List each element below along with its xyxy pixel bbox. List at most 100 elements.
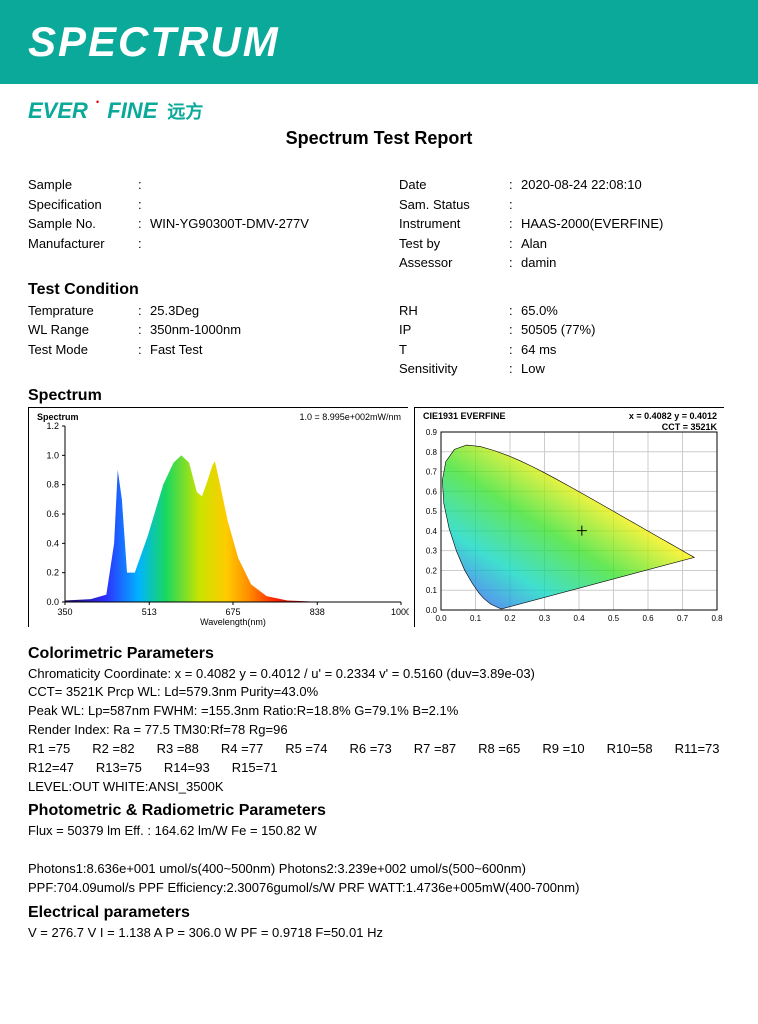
meta-label: RH bbox=[399, 301, 509, 321]
svg-text:1.2: 1.2 bbox=[46, 421, 59, 431]
meta-row: Date:2020-08-24 22:08:10 bbox=[399, 175, 730, 195]
meta-label: Instrument bbox=[399, 214, 509, 234]
meta-colon: : bbox=[509, 253, 521, 273]
meta-value: Fast Test bbox=[150, 340, 359, 360]
r-value: R12=47 bbox=[28, 759, 74, 778]
svg-text:0.6: 0.6 bbox=[46, 509, 59, 519]
report-title: Spectrum Test Report bbox=[28, 128, 730, 149]
meta-row: WL Range:350nm-1000nm bbox=[28, 320, 359, 340]
meta-row: Manufacturer: bbox=[28, 234, 359, 254]
svg-text:Wavelength(nm): Wavelength(nm) bbox=[200, 617, 266, 627]
svg-text:0.1: 0.1 bbox=[426, 586, 438, 595]
svg-text:0.6: 0.6 bbox=[426, 487, 438, 496]
svg-text:0.3: 0.3 bbox=[426, 546, 438, 555]
meta-value: 350nm-1000nm bbox=[150, 320, 359, 340]
meta-colon: : bbox=[138, 340, 150, 360]
meta-row: Test by:Alan bbox=[399, 234, 730, 254]
meta-label: Test Mode bbox=[28, 340, 138, 360]
meta-value bbox=[521, 195, 730, 215]
banner: SPECTRUM bbox=[0, 0, 758, 84]
logo-ever: EVER bbox=[28, 98, 88, 124]
spectrum-chart: 0.00.20.40.60.81.01.23505136758381000Wav… bbox=[28, 407, 408, 627]
svg-text:0.5: 0.5 bbox=[426, 507, 438, 516]
meta-value: WIN-YG90300T-DMV-277V bbox=[150, 214, 359, 234]
colorimetric-lines: Chromaticity Coordinate: x = 0.4082 y = … bbox=[28, 665, 730, 740]
r-value: R6 =73 bbox=[349, 740, 391, 759]
svg-text:0.2: 0.2 bbox=[504, 614, 516, 623]
meta-row: Sample: bbox=[28, 175, 359, 195]
svg-text:Spectrum: Spectrum bbox=[37, 412, 79, 422]
meta-value: Low bbox=[521, 359, 730, 379]
text-line: Render Index: Ra = 77.5 TM30:Rf=78 Rg=96 bbox=[28, 721, 730, 740]
svg-text:0.0: 0.0 bbox=[426, 606, 438, 615]
meta-label: T bbox=[399, 340, 509, 360]
r-value: R10=58 bbox=[607, 740, 653, 759]
text-line: Flux = 50379 lm Eff. : 164.62 lm/W Fe = … bbox=[28, 822, 730, 841]
r-value: R4 =77 bbox=[221, 740, 263, 759]
tc-right-col: RH:65.0%IP:50505 (77%)T:64 msSensitivity… bbox=[399, 301, 730, 379]
svg-text:0.8: 0.8 bbox=[46, 479, 59, 489]
svg-text:675: 675 bbox=[225, 607, 240, 617]
svg-text:CIE1931 EVERFINE: CIE1931 EVERFINE bbox=[423, 411, 506, 421]
svg-text:0.4: 0.4 bbox=[426, 526, 438, 535]
meta-value: 64 ms bbox=[521, 340, 730, 360]
svg-text:0.0: 0.0 bbox=[435, 614, 447, 623]
meta-row: RH:65.0% bbox=[399, 301, 730, 321]
r-value: R9 =10 bbox=[542, 740, 584, 759]
meta-label: Assessor bbox=[399, 253, 509, 273]
svg-text:0.3: 0.3 bbox=[539, 614, 551, 623]
meta-label: Date bbox=[399, 175, 509, 195]
meta-row: T:64 ms bbox=[399, 340, 730, 360]
meta-colon: : bbox=[509, 234, 521, 254]
report-content: EVER·FINE 远方 Spectrum Test Report Sample… bbox=[0, 84, 758, 971]
test-condition-block: Temprature:25.3DegWL Range:350nm-1000nmT… bbox=[28, 301, 730, 379]
level-line: LEVEL:OUT WHITE:ANSI_3500K bbox=[28, 778, 730, 797]
svg-text:0.7: 0.7 bbox=[677, 614, 689, 623]
spectrum-heading: Spectrum bbox=[28, 387, 730, 405]
meta-colon: : bbox=[509, 320, 521, 340]
meta-label: Temprature bbox=[28, 301, 138, 321]
banner-title: SPECTRUM bbox=[28, 18, 730, 66]
r-value: R3 =88 bbox=[157, 740, 199, 759]
meta-colon: : bbox=[138, 234, 150, 254]
svg-text:1000: 1000 bbox=[391, 607, 409, 617]
meta-row: Temprature:25.3Deg bbox=[28, 301, 359, 321]
test-condition-heading: Test Condition bbox=[28, 281, 730, 299]
meta-value: damin bbox=[521, 253, 730, 273]
electrical-heading: Electrical parameters bbox=[28, 904, 730, 922]
r-value: R2 =82 bbox=[92, 740, 134, 759]
charts-row: 0.00.20.40.60.81.01.23505136758381000Wav… bbox=[28, 407, 730, 627]
electrical-lines: V = 276.7 V I = 1.138 A P = 306.0 W PF =… bbox=[28, 924, 730, 943]
meta-value: HAAS-2000(EVERFINE) bbox=[521, 214, 730, 234]
svg-text:0.7: 0.7 bbox=[426, 467, 438, 476]
render-index-values: R1 =75R2 =82R3 =88R4 =77R5 =74R6 =73R7 =… bbox=[28, 740, 730, 778]
meta-row: Test Mode:Fast Test bbox=[28, 340, 359, 360]
svg-text:0.1: 0.1 bbox=[470, 614, 482, 623]
meta-label: Sensitivity bbox=[399, 359, 509, 379]
svg-text:0.5: 0.5 bbox=[608, 614, 620, 623]
meta-value: 65.0% bbox=[521, 301, 730, 321]
meta-value: 25.3Deg bbox=[150, 301, 359, 321]
meta-label: Specification bbox=[28, 195, 138, 215]
r-value: R5 =74 bbox=[285, 740, 327, 759]
meta-left-col: Sample:Specification:Sample No.:WIN-YG90… bbox=[28, 175, 359, 273]
meta-value bbox=[150, 234, 359, 254]
logo-fine: FINE bbox=[107, 98, 157, 124]
svg-text:0.2: 0.2 bbox=[426, 566, 438, 575]
meta-label: Sam. Status bbox=[399, 195, 509, 215]
photometric-lines: Flux = 50379 lm Eff. : 164.62 lm/W Fe = … bbox=[28, 822, 730, 897]
text-line: CCT= 3521K Prcp WL: Ld=579.3nm Purity=43… bbox=[28, 683, 730, 702]
svg-text:513: 513 bbox=[142, 607, 157, 617]
svg-text:0.4: 0.4 bbox=[46, 538, 59, 548]
svg-text:0.0: 0.0 bbox=[46, 597, 59, 607]
svg-text:350: 350 bbox=[57, 607, 72, 617]
logo-cn: 远方 bbox=[167, 98, 203, 124]
meta-row: Specification: bbox=[28, 195, 359, 215]
meta-value bbox=[150, 195, 359, 215]
meta-row: Instrument:HAAS-2000(EVERFINE) bbox=[399, 214, 730, 234]
svg-text:1.0: 1.0 bbox=[46, 450, 59, 460]
colorimetric-heading: Colorimetric Parameters bbox=[28, 645, 730, 663]
svg-text:0.8: 0.8 bbox=[426, 447, 438, 456]
meta-label: Manufacturer bbox=[28, 234, 138, 254]
meta-colon: : bbox=[138, 301, 150, 321]
